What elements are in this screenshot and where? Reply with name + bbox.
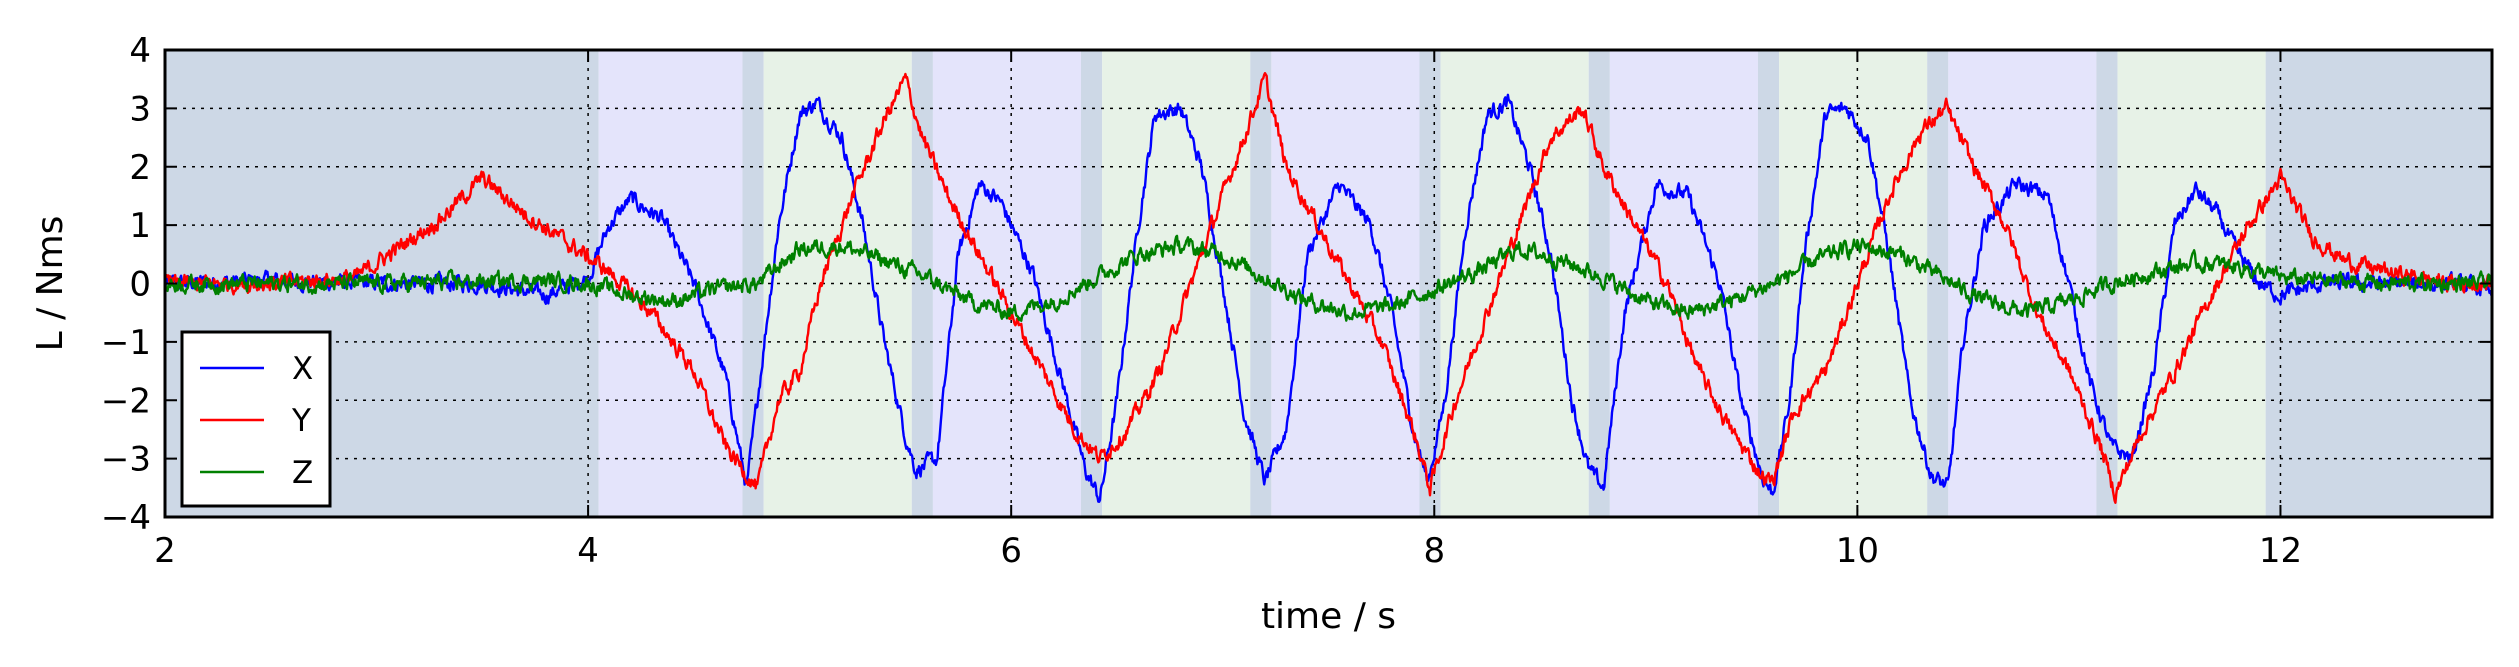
series-line-z <box>163 234 2494 322</box>
legend-label-y: Y <box>291 403 311 439</box>
legend: XYZ <box>180 330 332 508</box>
x-tick-label-1: 4 <box>577 531 599 571</box>
x-tick-label-2: 6 <box>1000 531 1022 571</box>
y-tick-label-0: −4 <box>101 498 151 538</box>
phase-band-12 <box>1588 50 1610 517</box>
x-tick-label-0: 2 <box>154 531 176 571</box>
x-tick-label-5: 12 <box>2259 531 2302 571</box>
y-tick-label-3: −1 <box>101 323 151 363</box>
phase-band-7 <box>1102 50 1251 517</box>
y-axis-label: L / Nms <box>30 216 71 352</box>
series-lines <box>163 71 2494 504</box>
x-axis-label: time / s <box>1261 596 1396 637</box>
y-tick-label-5: 1 <box>129 206 151 246</box>
y-tick-label-2: −2 <box>101 381 151 421</box>
legend-label-x: X <box>292 351 313 387</box>
y-tick-label-6: 2 <box>129 148 151 188</box>
phase-band-3 <box>763 50 912 517</box>
phase-band-16 <box>1927 50 1949 517</box>
legend-label-z: Z <box>292 455 313 491</box>
series-line-x <box>163 93 2494 503</box>
y-tick-label-1: −3 <box>101 440 151 480</box>
series-line-y <box>163 71 2494 504</box>
grid-lines <box>165 50 2492 517</box>
y-tick-label-8: 4 <box>129 31 151 71</box>
y-tick-label-7: 3 <box>129 89 151 129</box>
y-tick-label-4: 0 <box>129 265 151 305</box>
x-tick-label-3: 8 <box>1423 531 1445 571</box>
x-tick-label-4: 10 <box>1836 531 1879 571</box>
